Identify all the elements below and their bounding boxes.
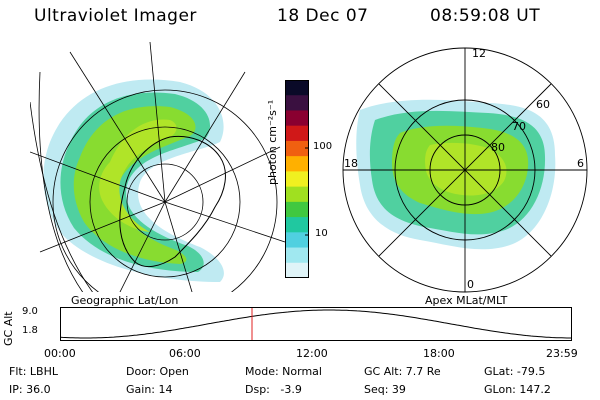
mlat-label-80: 80 — [491, 141, 505, 154]
status-glat: GLat: -79.5 — [484, 365, 546, 378]
alt-xtick-0: 00:00 — [44, 347, 76, 360]
status-seq: Seq: 39 — [364, 383, 406, 396]
colorbar-band — [285, 110, 309, 127]
colorbar-band — [285, 171, 309, 188]
mlt-label-6: 6 — [577, 157, 584, 170]
colorbar-band — [285, 247, 309, 264]
mlt-label-0: 0 — [467, 278, 474, 291]
status-mode: Mode: Normal — [245, 365, 322, 378]
colorbar-band — [285, 262, 309, 278]
alt-xtick-3: 18:00 — [423, 347, 455, 360]
polar-image — [342, 47, 588, 293]
alt-xtick-2: 12:00 — [296, 347, 328, 360]
colorbar-tick-100: 100 — [313, 141, 333, 152]
time-label: 08:59:08 UT — [430, 6, 541, 26]
status-glon: GLon: 147.2 — [484, 383, 551, 396]
colorbar-band — [285, 125, 309, 142]
date-label: 18 Dec 07 — [277, 6, 369, 26]
status-ip: IP: 36.0 — [9, 383, 51, 396]
geo-grid — [30, 42, 286, 292]
colorbar-band — [285, 232, 309, 249]
colorbar-band — [285, 95, 309, 111]
alt-ytick-top: 9.0 — [22, 306, 38, 317]
mlat-label-70: 70 — [512, 120, 526, 133]
geo-panel-label: Geographic Lat/Lon — [71, 294, 179, 307]
colorbar-band — [285, 140, 309, 157]
colorbar-band — [285, 156, 309, 172]
mlt-label-18: 18 — [344, 157, 358, 170]
alt-ytick-bottom: 1.8 — [22, 325, 38, 336]
colorbar-band — [285, 186, 309, 203]
mlt-label-12: 12 — [472, 47, 486, 60]
colorbar-band — [285, 80, 309, 96]
mlat-label-60: 60 — [536, 98, 550, 111]
colorbar-tick-10: 10 — [315, 228, 328, 239]
colorbar-band — [285, 201, 309, 218]
polar-grid — [342, 47, 588, 293]
status-gc-alt: GC Alt: 7.7 Re — [364, 365, 441, 378]
colorbar — [285, 80, 309, 278]
instrument-title: Ultraviolet Imager — [34, 6, 197, 26]
altitude-curve — [60, 309, 572, 339]
status-door: Door: Open — [126, 365, 189, 378]
status-dsp: Dsp: -3.9 — [245, 383, 302, 396]
status-gain: Gain: 14 — [126, 383, 173, 396]
alt-xtick-4: 23:59 — [546, 347, 578, 360]
status-filter: Flt: LBHL — [9, 365, 58, 378]
altitude-plot — [60, 307, 572, 341]
colorbar-unit-label: photon cm⁻²s⁻¹ — [266, 99, 279, 185]
colorbar-band — [285, 217, 309, 233]
apex-panel-label: Apex MLat/MLT — [425, 294, 508, 307]
alt-ylabel: GC Alt — [2, 311, 15, 346]
geographic-image — [30, 42, 286, 292]
alt-xtick-1: 06:00 — [169, 347, 201, 360]
